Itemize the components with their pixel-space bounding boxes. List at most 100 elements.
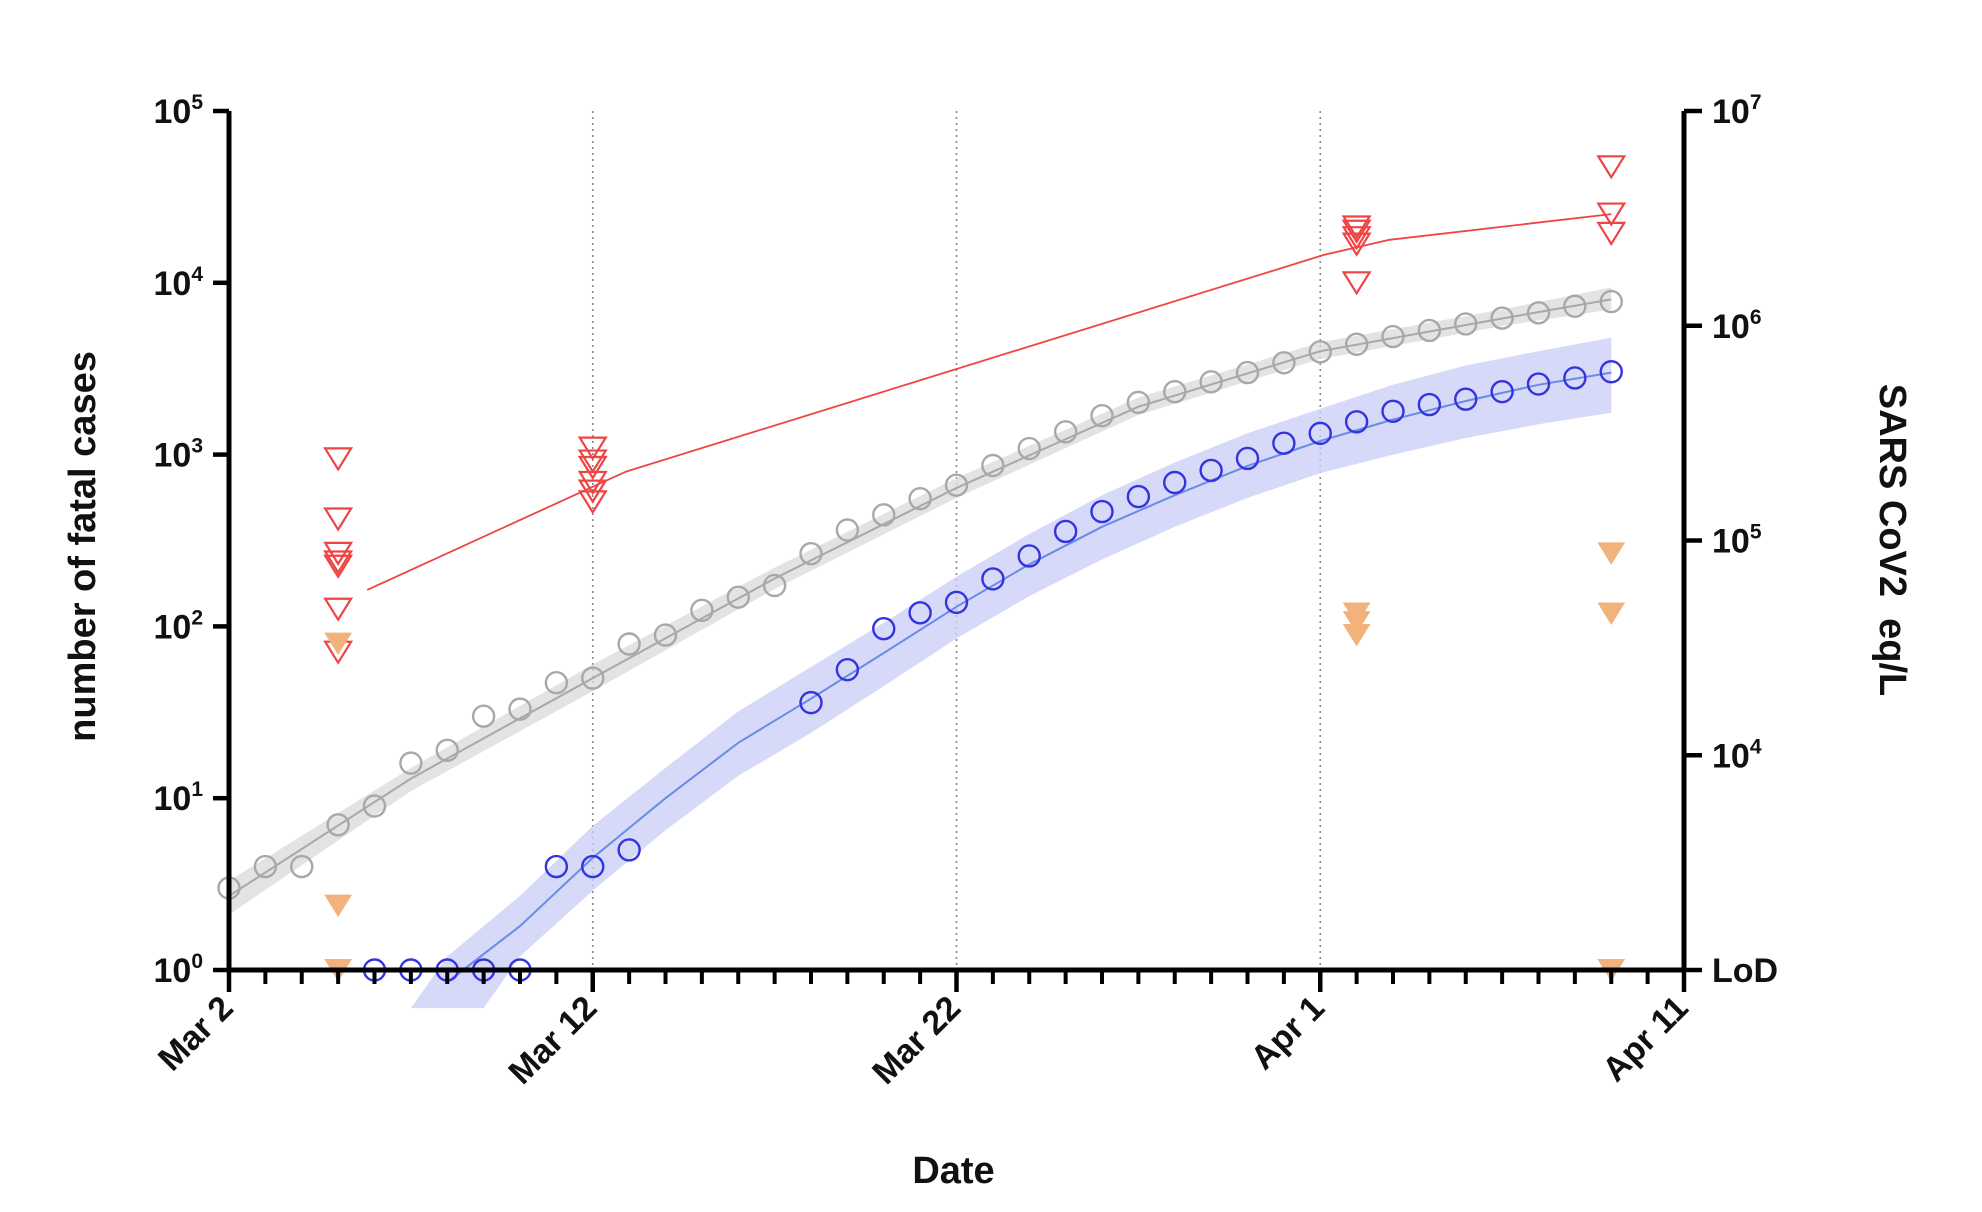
data-point-cases-blue xyxy=(1490,379,1514,404)
y-left-tick-label: 105 xyxy=(153,91,203,131)
data-point-sars-red xyxy=(1341,226,1372,251)
data-point-cases-blue xyxy=(1053,519,1078,544)
x-tick-label: Mar 12 xyxy=(501,989,604,1092)
y-left-tick-label: 100 xyxy=(153,950,203,990)
data-point-cases-gray xyxy=(1526,301,1551,325)
y-right-axis-title: SARS CoV2 eq/L xyxy=(1871,384,1913,697)
data-point-cases-blue xyxy=(1199,458,1223,483)
data-point-cases-blue xyxy=(981,567,1005,591)
data-point-cases-gray xyxy=(653,623,678,647)
data-point-sars-red xyxy=(323,550,354,575)
y-left-axis-title: number of fatal cases xyxy=(62,351,104,742)
data-point-sars-red xyxy=(1341,219,1372,244)
data-point-sars-orange xyxy=(1597,602,1626,625)
data-point-cases-blue xyxy=(872,616,896,641)
data-point-cases-gray xyxy=(1308,340,1332,364)
data-point-cases-blue xyxy=(1381,399,1405,423)
y-right-tick-label: 106 xyxy=(1712,306,1762,346)
data-point-cases-blue xyxy=(581,854,605,879)
data-point-cases-gray xyxy=(690,598,714,623)
data-point-cases-gray xyxy=(799,541,823,566)
fit-line-cases-gray xyxy=(228,298,1612,897)
y-left-tick-label: 103 xyxy=(153,435,203,475)
y-right-tick-label: 107 xyxy=(1712,91,1762,131)
y-left-tick-label: 104 xyxy=(153,263,203,303)
confidence-bands xyxy=(229,287,1612,1009)
data-point-cases-blue xyxy=(1599,360,1623,384)
data-points xyxy=(217,155,1627,982)
data-point-sars-orange xyxy=(324,894,353,918)
x-tick-label: Apr 11 xyxy=(1595,989,1695,1089)
data-point-cases-gray xyxy=(1417,318,1442,343)
data-point-sars-red xyxy=(323,507,354,532)
data-point-sars-red xyxy=(577,470,608,496)
data-point-cases-blue xyxy=(1526,372,1551,396)
y-left-tick-label: 101 xyxy=(153,778,203,818)
y-left-tick-label: 102 xyxy=(153,606,203,646)
x-tick-label: Apr 1 xyxy=(1244,989,1332,1077)
data-point-cases-gray xyxy=(1017,436,1041,461)
data-point-cases-gray xyxy=(617,632,641,656)
data-point-cases-gray xyxy=(508,697,532,721)
data-point-sars-red xyxy=(323,447,354,472)
data-point-sars-red xyxy=(1341,232,1372,257)
data-point-cases-gray xyxy=(835,518,860,542)
data-point-cases-gray xyxy=(1272,351,1296,375)
x-axis-title: Date xyxy=(912,1150,994,1192)
data-point-cases-gray xyxy=(1090,403,1114,428)
data-point-cases-blue xyxy=(908,601,932,625)
data-point-sars-red xyxy=(323,541,354,566)
data-point-cases-blue xyxy=(1563,366,1587,390)
data-point-cases-blue xyxy=(1017,544,1041,568)
data-point-sars-orange xyxy=(1342,611,1371,634)
data-point-cases-blue xyxy=(617,838,641,862)
data-point-cases-blue xyxy=(1417,392,1442,417)
data-point-cases-gray xyxy=(726,585,750,609)
fit-line-cases-blue xyxy=(446,371,1612,983)
data-point-cases-gray xyxy=(1126,390,1151,415)
data-point-cases-blue xyxy=(835,657,860,682)
data-point-sars-red xyxy=(577,455,608,481)
data-point-sars-orange xyxy=(324,632,353,656)
data-point-sars-red xyxy=(577,490,608,515)
data-point-cases-gray xyxy=(1563,294,1587,318)
data-point-cases-gray xyxy=(1053,420,1078,444)
data-point-cases-gray xyxy=(362,794,387,818)
data-point-sars-red xyxy=(323,554,354,579)
data-point-cases-gray xyxy=(981,453,1005,478)
data-point-cases-gray xyxy=(1163,379,1187,404)
data-point-cases-gray xyxy=(908,486,932,511)
y-right-tick-label: 105 xyxy=(1712,521,1762,561)
confidence-band-cases-blue xyxy=(410,337,1612,1009)
data-point-cases-gray xyxy=(1454,312,1478,336)
lod-label: LoD xyxy=(1712,952,1778,990)
data-point-cases-gray xyxy=(471,704,496,728)
data-point-cases-gray xyxy=(253,854,278,879)
data-point-sars-red xyxy=(1596,155,1627,180)
trend-line-sars-red xyxy=(366,213,1612,591)
data-point-cases-gray xyxy=(1199,370,1223,394)
data-point-cases-blue xyxy=(1163,470,1187,495)
y-right-tick-label: 104 xyxy=(1712,735,1762,775)
gridlines xyxy=(591,111,1322,970)
fit-lines xyxy=(228,213,1612,983)
data-point-cases-blue xyxy=(1090,499,1114,524)
data-point-cases-gray xyxy=(326,813,350,837)
data-point-cases-gray xyxy=(435,738,459,763)
data-point-cases-gray xyxy=(1235,360,1260,385)
data-point-cases-blue xyxy=(944,590,969,615)
data-point-sars-red xyxy=(323,597,354,622)
data-point-sars-red xyxy=(1596,221,1627,246)
data-point-cases-gray xyxy=(544,671,569,695)
data-point-cases-blue xyxy=(1272,431,1296,455)
data-point-sars-red xyxy=(1596,202,1627,227)
data-point-cases-blue xyxy=(799,690,823,715)
data-point-cases-gray xyxy=(872,503,896,527)
data-point-cases-gray xyxy=(1490,306,1514,330)
data-point-sars-orange xyxy=(1342,623,1371,647)
x-tick-label: Mar 2 xyxy=(151,989,241,1079)
data-point-cases-gray xyxy=(1381,324,1405,349)
data-point-sars-orange xyxy=(1597,542,1626,565)
